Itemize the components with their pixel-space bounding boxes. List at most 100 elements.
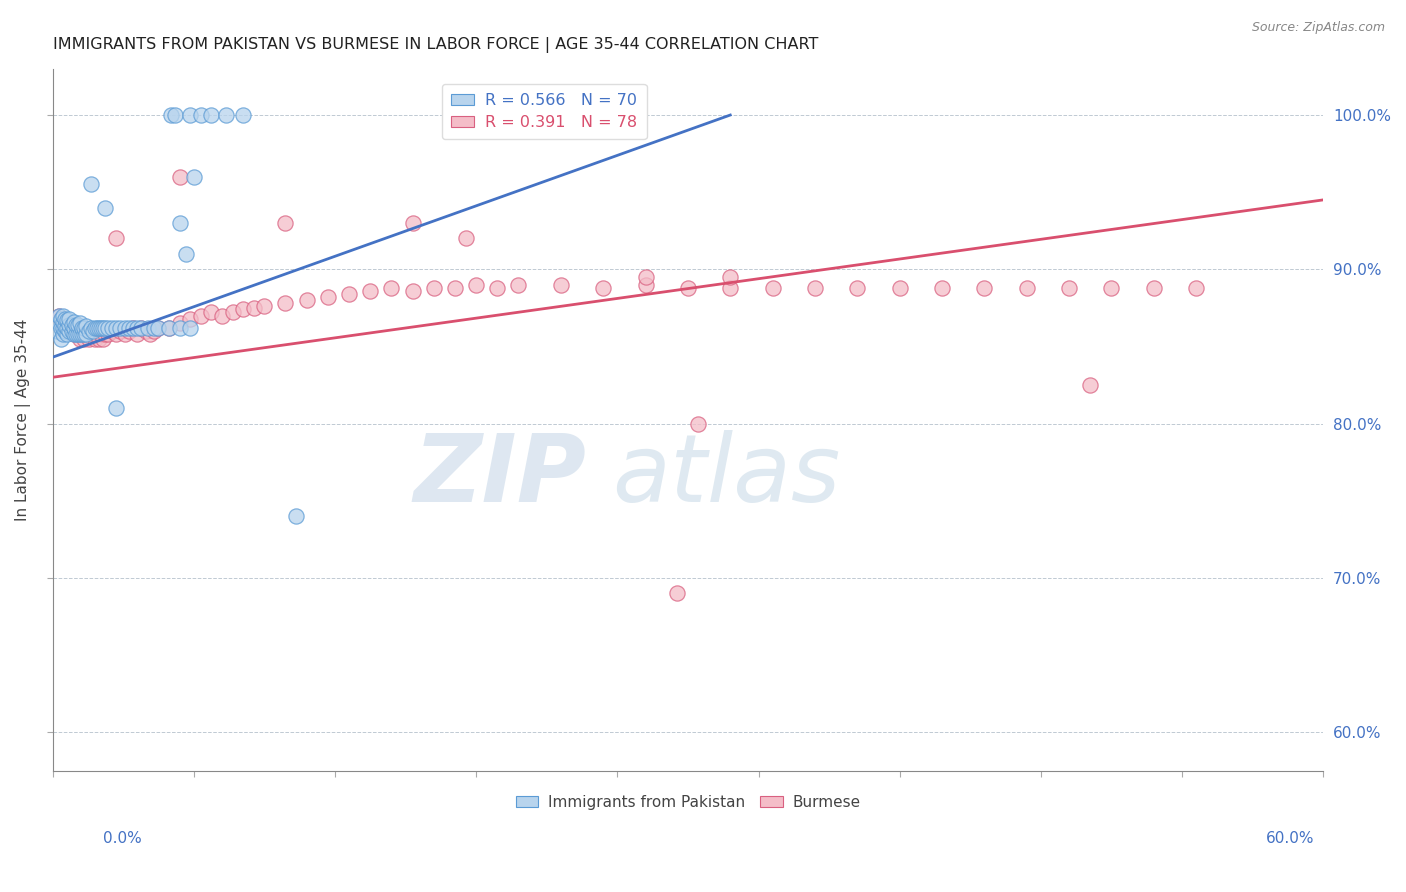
Point xyxy=(56,327,79,342)
Point xyxy=(83,332,105,346)
Point xyxy=(508,277,530,292)
Point xyxy=(274,216,297,230)
Point xyxy=(114,327,136,342)
Point xyxy=(889,281,911,295)
Point xyxy=(53,316,76,330)
Point xyxy=(62,327,84,342)
Point xyxy=(179,311,201,326)
Point xyxy=(1015,281,1038,295)
Text: Source: ZipAtlas.com: Source: ZipAtlas.com xyxy=(1251,21,1385,34)
Point xyxy=(401,216,423,230)
Point xyxy=(316,290,339,304)
Point xyxy=(94,321,117,335)
Point xyxy=(157,321,180,335)
Point xyxy=(143,321,166,335)
Point xyxy=(70,327,93,342)
Point xyxy=(60,324,83,338)
Point xyxy=(169,316,191,330)
Point xyxy=(423,281,446,295)
Point xyxy=(77,332,100,346)
Point xyxy=(401,284,423,298)
Point xyxy=(135,324,157,338)
Point xyxy=(87,321,110,335)
Point xyxy=(101,324,124,338)
Point xyxy=(148,321,170,335)
Point xyxy=(79,178,101,192)
Point xyxy=(65,318,87,332)
Point xyxy=(221,305,243,319)
Point xyxy=(1143,281,1166,295)
Point xyxy=(105,231,128,245)
Point xyxy=(1101,281,1123,295)
Point xyxy=(232,302,254,317)
Point xyxy=(75,319,97,334)
Point xyxy=(56,321,79,335)
Point xyxy=(253,299,276,313)
Point xyxy=(118,321,141,335)
Point xyxy=(52,315,75,329)
Point xyxy=(973,281,995,295)
Point xyxy=(200,108,222,122)
Point xyxy=(160,108,183,122)
Text: 60.0%: 60.0% xyxy=(1267,830,1315,846)
Point xyxy=(97,327,120,342)
Point xyxy=(666,586,689,600)
Point xyxy=(49,332,72,346)
Point xyxy=(114,321,136,335)
Point xyxy=(69,327,91,342)
Point xyxy=(232,108,254,122)
Point xyxy=(274,296,297,310)
Point xyxy=(93,321,115,335)
Point xyxy=(359,284,381,298)
Point xyxy=(52,327,75,342)
Point xyxy=(1057,281,1080,295)
Point xyxy=(77,324,100,338)
Point xyxy=(70,327,93,342)
Point xyxy=(73,327,96,342)
Point xyxy=(157,321,180,335)
Point xyxy=(69,332,91,346)
Point xyxy=(45,324,67,338)
Point xyxy=(169,169,191,184)
Point xyxy=(634,277,657,292)
Point xyxy=(179,108,201,122)
Point xyxy=(101,321,124,335)
Point xyxy=(58,318,80,332)
Point xyxy=(60,318,83,332)
Point xyxy=(634,270,657,285)
Point xyxy=(165,108,187,122)
Point xyxy=(1078,378,1101,392)
Point xyxy=(62,315,84,329)
Point xyxy=(82,327,104,342)
Point xyxy=(52,315,75,329)
Point xyxy=(454,231,477,245)
Point xyxy=(169,216,191,230)
Point xyxy=(105,327,128,342)
Point xyxy=(65,327,87,342)
Point xyxy=(86,321,108,335)
Point xyxy=(762,281,785,295)
Text: ZIP: ZIP xyxy=(413,430,586,522)
Point xyxy=(242,301,264,315)
Point xyxy=(97,321,120,335)
Point xyxy=(215,108,238,122)
Point xyxy=(122,321,145,335)
Point xyxy=(53,319,76,334)
Point xyxy=(592,281,614,295)
Point xyxy=(48,309,70,323)
Point xyxy=(52,309,75,323)
Point xyxy=(550,277,572,292)
Point xyxy=(66,318,89,332)
Point xyxy=(60,324,83,338)
Point xyxy=(48,316,70,330)
Point xyxy=(73,332,96,346)
Point xyxy=(718,270,741,285)
Point xyxy=(136,321,159,335)
Point xyxy=(94,201,117,215)
Point xyxy=(94,327,117,342)
Point xyxy=(110,324,132,338)
Point xyxy=(53,324,76,338)
Point xyxy=(53,311,76,326)
Point xyxy=(105,321,128,335)
Point xyxy=(122,321,145,335)
